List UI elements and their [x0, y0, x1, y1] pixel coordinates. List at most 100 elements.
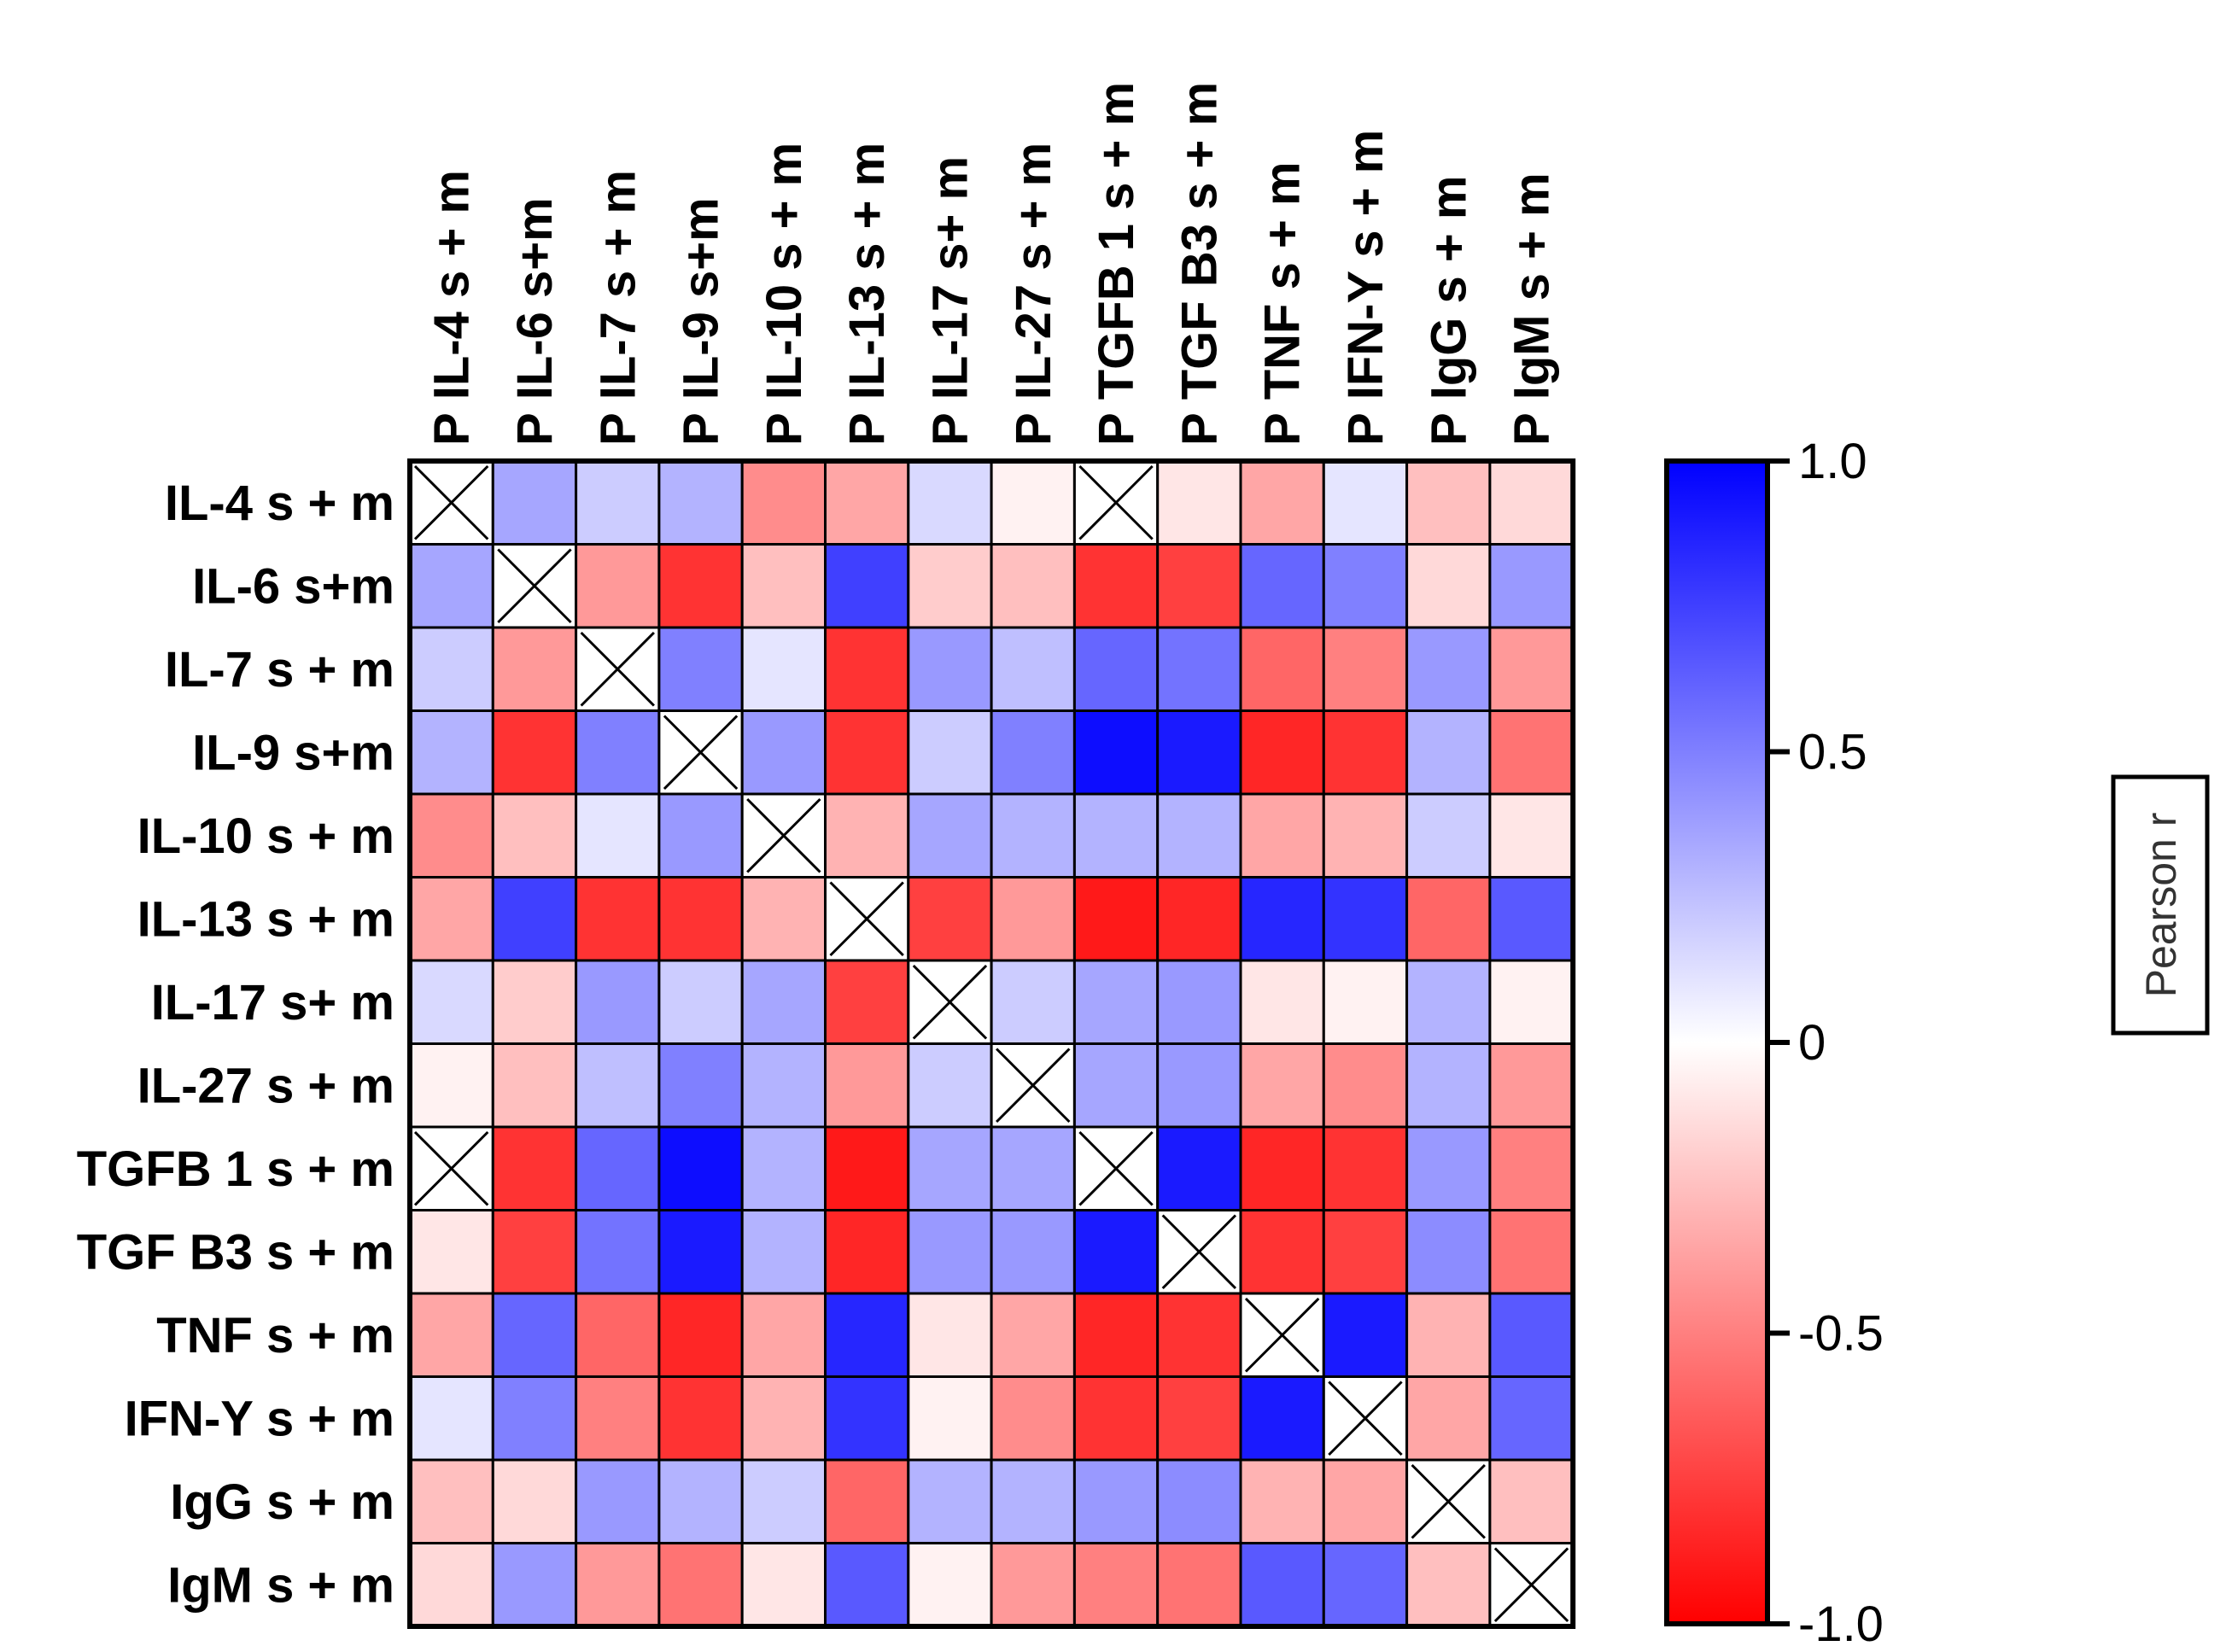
heatmap-cell-fill — [907, 1292, 993, 1378]
heatmap-cell — [1156, 459, 1242, 546]
column-label: P IL-27 s + m — [1006, 143, 1061, 446]
heatmap-cell — [1322, 626, 1409, 712]
missing-cross-line — [497, 548, 572, 624]
missing-cross-line — [829, 881, 904, 957]
heatmap-cell — [408, 543, 494, 629]
row-label: IL-4 s + m — [165, 476, 394, 531]
heatmap-cell — [1072, 1042, 1160, 1129]
heatmap-cell — [657, 959, 744, 1045]
heatmap-cell — [824, 1292, 910, 1378]
heatmap-cell — [1488, 792, 1575, 879]
column-label: P IL-10 s + m — [757, 143, 812, 446]
heatmap-cell — [408, 792, 494, 879]
heatmap-cell-fill — [907, 626, 993, 712]
heatmap-cell-fill — [575, 543, 661, 629]
heatmap-cell-fill — [1239, 959, 1325, 1045]
heatmap-cell — [1239, 543, 1325, 629]
heatmap-cell — [408, 1458, 494, 1544]
heatmap-cell — [1405, 876, 1492, 962]
heatmap-cell — [1488, 876, 1575, 962]
heatmap-cell — [1156, 792, 1242, 879]
row-label: TNF s + m — [156, 1308, 394, 1363]
colorbar-ticks: 1.0 0.5 0 -0.5 -1.0 — [1767, 434, 1884, 1652]
heatmap-cell — [408, 959, 494, 1045]
heatmap-cell — [1322, 1458, 1409, 1544]
heatmap-cell-fill — [657, 543, 744, 629]
heatmap-cell-fill — [824, 1542, 910, 1628]
heatmap-cell-fill — [990, 1209, 1076, 1295]
heatmap-cell-fill — [1322, 959, 1409, 1045]
heatmap-cell-fill — [740, 626, 827, 712]
heatmap-cell — [824, 876, 910, 962]
column-label: P IgG s + m — [1421, 176, 1476, 446]
heatmap-cell-fill — [1156, 1292, 1242, 1378]
heatmap-cell — [1072, 1458, 1160, 1544]
heatmap-cell-fill — [824, 1125, 910, 1211]
heatmap-cell — [824, 709, 910, 796]
heatmap-cell — [657, 626, 744, 712]
heatmap-cell-fill — [1405, 1375, 1492, 1462]
heatmap-cell — [1072, 1125, 1160, 1211]
heatmap-cell-fill — [1072, 1042, 1160, 1129]
heatmap-cell — [824, 1375, 910, 1462]
heatmap-cell-fill — [824, 959, 910, 1045]
heatmap-cell-fill — [1405, 1209, 1492, 1295]
heatmap-cell-fill — [575, 1209, 661, 1295]
heatmap-cell-fill — [408, 543, 494, 629]
heatmap-cell-fill — [1488, 959, 1575, 1045]
heatmap-cell-fill — [1405, 876, 1492, 962]
heatmap-cell — [491, 876, 578, 962]
heatmap-cell-fill — [1405, 1125, 1492, 1211]
heatmap-cell — [740, 1542, 827, 1628]
heatmap-cell-fill — [990, 626, 1076, 712]
heatmap-cell-fill — [1239, 459, 1325, 546]
heatmap-cell — [1322, 709, 1409, 796]
heatmap-cell-fill — [1488, 876, 1575, 962]
heatmap-cell — [657, 1375, 744, 1462]
heatmap-cell-fill — [491, 1292, 578, 1378]
heatmap-cell — [491, 1292, 578, 1378]
heatmap-cell-fill — [907, 1042, 993, 1129]
heatmap-cell-fill — [408, 1292, 494, 1378]
heatmap-cell — [1322, 1375, 1409, 1462]
heatmap-cell — [408, 1125, 494, 1211]
heatmap-cell-fill — [1239, 792, 1325, 879]
heatmap-cell-fill — [1156, 459, 1242, 546]
heatmap-cell — [575, 626, 661, 712]
heatmap-cell-fill — [1322, 626, 1409, 712]
heatmap-cell-fill — [824, 1375, 910, 1462]
heatmap-cell-fill — [990, 1292, 1076, 1378]
row-label: IL-17 s+ m — [151, 975, 394, 1030]
column-label: P IL-6 s+m — [507, 197, 563, 446]
heatmap-cell-fill — [1239, 1375, 1325, 1462]
heatmap-cell — [491, 626, 578, 712]
missing-cross-line — [746, 797, 821, 873]
missing-cross-line — [1411, 1463, 1486, 1539]
heatmap-cell — [1322, 876, 1409, 962]
heatmap-cell-fill — [491, 459, 578, 546]
heatmap-cell — [824, 459, 910, 546]
heatmap-cell-fill — [657, 1042, 744, 1129]
missing-cross-line — [912, 964, 988, 1040]
heatmap-cell — [1072, 1209, 1160, 1295]
heatmap-cell — [657, 1042, 744, 1129]
heatmap-cell-fill — [740, 543, 827, 629]
heatmap-cell-fill — [740, 1375, 827, 1462]
heatmap-cell-fill — [491, 1125, 578, 1211]
heatmap-cell-fill — [740, 1209, 827, 1295]
heatmap-cell — [907, 1458, 993, 1544]
heatmap-cell-fill — [824, 1209, 910, 1295]
heatmap-cell — [1156, 959, 1242, 1045]
heatmap-cell-fill — [408, 709, 494, 796]
heatmap-cell — [657, 792, 744, 879]
heatmap-cell — [1072, 626, 1160, 712]
heatmap-cell — [990, 1292, 1076, 1378]
heatmap-cell-fill — [575, 1125, 661, 1211]
heatmap-cell — [824, 543, 910, 629]
heatmap-cell — [990, 1209, 1076, 1295]
heatmap-cell — [907, 626, 993, 712]
heatmap-cell-fill — [907, 792, 993, 879]
heatmap-cell-fill — [1488, 1042, 1575, 1129]
heatmap-cell — [1156, 709, 1242, 796]
heatmap-cell-fill — [1239, 1209, 1325, 1295]
